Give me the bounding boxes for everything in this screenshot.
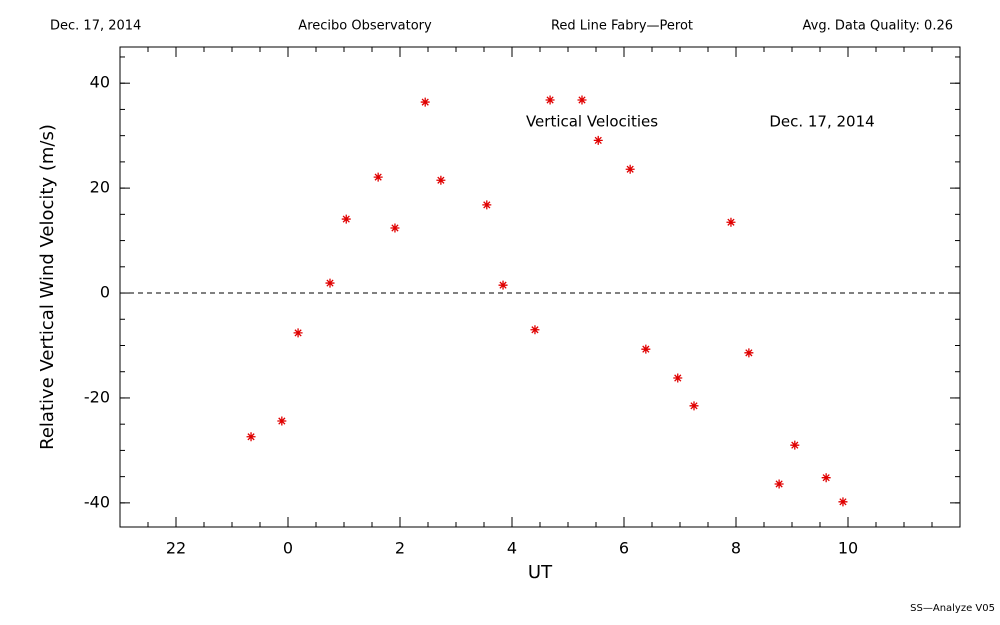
data-point bbox=[744, 348, 754, 358]
data-point bbox=[498, 280, 508, 290]
data-point bbox=[436, 175, 446, 185]
y-tick-label: -20 bbox=[84, 387, 110, 406]
data-point bbox=[625, 164, 635, 174]
data-point bbox=[689, 401, 699, 411]
data-point bbox=[577, 95, 587, 105]
data-point bbox=[593, 135, 603, 145]
x-tick-label: 10 bbox=[838, 539, 858, 558]
y-axis-label: Relative Vertical Wind Velocity (m/s) bbox=[37, 124, 58, 450]
header-quality: Avg. Data Quality: 0.26 bbox=[803, 19, 953, 34]
x-axis-label: UT bbox=[528, 562, 553, 583]
annotation: Dec. 17, 2014 bbox=[769, 113, 874, 131]
footer: SS—Analyze V05 bbox=[910, 603, 995, 614]
header-site: Arecibo Observatory bbox=[298, 19, 432, 34]
header-instrument: Red Line Fabry—Perot bbox=[551, 19, 693, 34]
data-point bbox=[325, 278, 335, 288]
y-tick-label: 40 bbox=[90, 73, 110, 92]
y-tick-label: -40 bbox=[84, 492, 110, 511]
data-point bbox=[838, 497, 848, 507]
header-date: Dec. 17, 2014 bbox=[50, 19, 141, 34]
data-point bbox=[821, 473, 831, 483]
data-point bbox=[530, 325, 540, 335]
data-point bbox=[774, 479, 784, 489]
x-tick-label: 22 bbox=[166, 539, 186, 558]
data-point bbox=[482, 200, 492, 210]
data-point bbox=[246, 432, 256, 442]
y-tick-label: 20 bbox=[90, 178, 110, 197]
y-tick-label: 0 bbox=[100, 283, 110, 302]
data-point bbox=[293, 328, 303, 338]
data-point bbox=[390, 223, 400, 233]
data-point bbox=[420, 97, 430, 107]
data-point bbox=[341, 214, 351, 224]
data-point bbox=[726, 217, 736, 227]
x-tick-label: 2 bbox=[395, 539, 405, 558]
data-point bbox=[545, 95, 555, 105]
data-point bbox=[790, 440, 800, 450]
x-tick-label: 8 bbox=[731, 539, 741, 558]
annotation: Vertical Velocities bbox=[526, 113, 658, 131]
data-point bbox=[373, 172, 383, 182]
data-point bbox=[641, 344, 651, 354]
data-point bbox=[673, 373, 683, 383]
x-tick-label: 4 bbox=[507, 539, 517, 558]
x-tick-label: 0 bbox=[283, 539, 293, 558]
data-point bbox=[277, 416, 287, 426]
x-tick-label: 6 bbox=[619, 539, 629, 558]
